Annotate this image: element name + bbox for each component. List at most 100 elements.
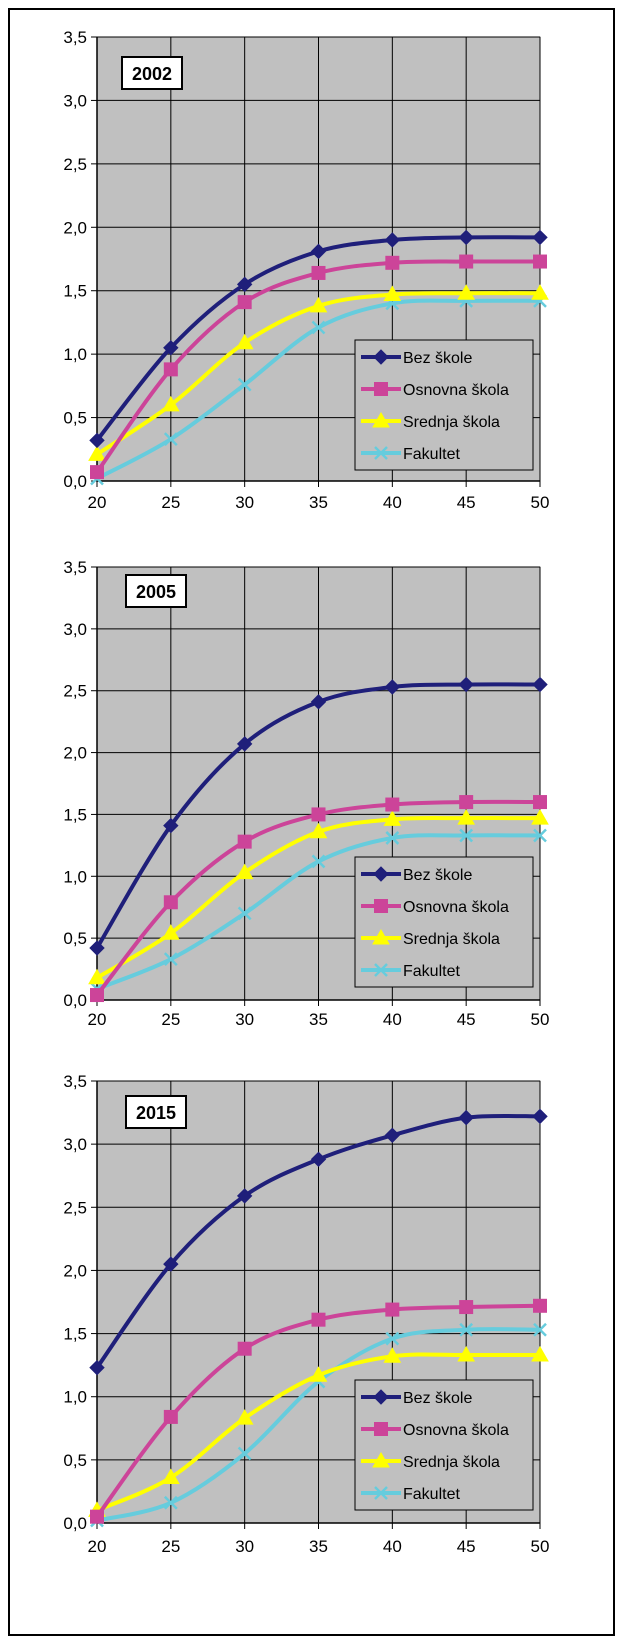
data-point-srednja-skola-45 <box>457 809 476 825</box>
x-tick-label: 50 <box>531 1537 550 1556</box>
data-point-bez-skole-25 <box>163 340 179 356</box>
y-tick-label: 0,0 <box>63 991 87 1010</box>
x-marker-stroke <box>311 854 326 869</box>
y-tick-label: 0,0 <box>63 1514 87 1533</box>
x-tick-label: 35 <box>309 1537 328 1556</box>
legend-swatch-marker <box>373 349 389 365</box>
chart-title: 2015 <box>136 1103 176 1123</box>
data-point-osnovna-skola-20 <box>90 1509 104 1524</box>
data-point-srednja-skola-40 <box>383 810 402 826</box>
legend-swatch-marker <box>374 1486 388 1500</box>
data-point-bez-skole-45 <box>458 229 474 246</box>
x-tick-label: 40 <box>383 1537 402 1556</box>
chart-2005: 0,0 0,5 1,0 1,5 2,0 2,5 3,0 3,5 20 25 30 35 40 45 50 20… <box>63 558 549 1029</box>
series-srednja-skola <box>88 284 549 461</box>
x-marker-stroke <box>385 831 400 845</box>
data-point-bez-skole-50 <box>532 1108 548 1125</box>
x-marker-stroke <box>163 952 178 967</box>
series-bez-skole <box>89 676 548 956</box>
legend-label: Osnovna škola <box>403 382 509 399</box>
data-point-bez-skole-40 <box>384 1127 401 1144</box>
y-tick-label: 2,0 <box>63 218 87 237</box>
year-label-box <box>125 1095 187 1129</box>
x-tick-label: 20 <box>88 1537 107 1556</box>
x-tick-label: 30 <box>235 1537 254 1556</box>
legend-item-bez-skole: Bez škole <box>361 1389 472 1407</box>
legend-label: Fakultet <box>403 1486 460 1503</box>
data-point-srednja-skola-25 <box>161 1468 180 1485</box>
x-tick-label: 30 <box>235 1010 254 1029</box>
data-point-osnovna-skola-20 <box>90 465 104 480</box>
data-point-bez-skole-20 <box>89 940 105 956</box>
y-tick-label: 1,5 <box>63 1325 87 1344</box>
data-point-srednja-skola-35 <box>309 1366 328 1382</box>
y-tick-label: 2,5 <box>63 1198 87 1217</box>
legend-label: Bez škole <box>403 1390 472 1407</box>
data-point-bez-skole-30 <box>236 1188 253 1204</box>
x-marker-stroke <box>163 432 178 447</box>
data-point-bez-skole-20 <box>89 1359 105 1376</box>
y-tick-label: 2,0 <box>63 1261 87 1280</box>
data-point-fakultet-25 <box>163 952 178 967</box>
y-tick-label: 2,5 <box>63 682 87 701</box>
data-point-osnovna-skola-30 <box>237 295 252 310</box>
x-marker-stroke <box>163 1495 178 1510</box>
y-tick-label: 1,0 <box>63 345 87 364</box>
legend-item-osnovna-skola: Osnovna škola <box>361 1422 509 1439</box>
chart-title: 2002 <box>132 64 172 84</box>
x-marker-stroke <box>533 828 547 843</box>
legend-label: Srednja škola <box>403 414 500 431</box>
x-marker-stroke <box>374 1486 388 1500</box>
year-label-box <box>121 56 183 90</box>
legend: Bez škole Osnovna škola Srednja škola Fakul… <box>354 856 534 988</box>
x-marker-stroke <box>459 1322 474 1337</box>
data-point-srednja-skola-20 <box>88 445 106 461</box>
y-tick-label: 1,5 <box>63 282 87 301</box>
legend-swatch-marker <box>374 382 388 396</box>
data-point-osnovna-skola-40 <box>385 1302 400 1317</box>
data-point-bez-skole-40 <box>384 232 401 248</box>
data-point-fakultet-45 <box>459 828 474 843</box>
data-point-srednja-skola-40 <box>383 1347 402 1363</box>
y-tick-label: 3,5 <box>63 28 87 47</box>
legend-label: Srednja škola <box>403 931 500 948</box>
legend-label: Bez škole <box>403 350 472 367</box>
x-tick-label: 25 <box>161 1010 180 1029</box>
data-point-srednja-skola-30 <box>235 1409 254 1425</box>
data-point-fakultet-25 <box>163 432 178 447</box>
y-tick-label: 3,5 <box>63 558 87 577</box>
x-tick-label: 40 <box>383 1010 402 1029</box>
legend-item-osnovna-skola: Osnovna škola <box>361 899 509 916</box>
legend: Bez škole Osnovna škola Srednja škola Fakul… <box>354 1379 534 1511</box>
data-point-osnovna-skola-40 <box>385 797 400 812</box>
data-point-osnovna-skola-25 <box>163 1409 178 1424</box>
legend-swatch-marker <box>372 1451 390 1468</box>
x-tick-label: 30 <box>235 493 254 512</box>
y-tick-label: 3,0 <box>63 620 87 639</box>
data-point-srednja-skola-30 <box>235 863 254 880</box>
data-point-osnovna-skola-45 <box>459 795 474 810</box>
legend-item-srednja-skola: Srednja škola <box>361 411 500 431</box>
y-tick-label: 0,5 <box>63 409 87 428</box>
y-tick-label: 3,0 <box>63 91 87 110</box>
x-tick-label: 20 <box>88 1010 107 1029</box>
data-point-srednja-skola-50 <box>531 1346 549 1362</box>
data-point-osnovna-skola-30 <box>237 1341 252 1356</box>
x-tick-label: 45 <box>457 1010 476 1029</box>
data-point-osnovna-skola-50 <box>533 1298 547 1313</box>
data-point-fakultet-40 <box>385 831 400 845</box>
legend-item-fakultet: Fakultet <box>361 963 460 980</box>
data-point-osnovna-skola-35 <box>311 807 326 822</box>
series-osnovna-skola <box>90 795 547 1003</box>
y-tick-label: 0,5 <box>63 929 87 948</box>
data-point-bez-skole-35 <box>310 243 327 260</box>
data-point-srednja-skola-35 <box>309 822 328 839</box>
data-point-srednja-skola-50 <box>531 284 549 300</box>
y-tick-label: 3,0 <box>63 1135 87 1154</box>
legend-label: Osnovna škola <box>403 1422 509 1439</box>
data-point-bez-skole-35 <box>310 694 327 710</box>
y-tick-label: 0,5 <box>63 1451 87 1470</box>
data-point-osnovna-skola-30 <box>237 834 252 849</box>
x-tick-label: 25 <box>161 1537 180 1556</box>
